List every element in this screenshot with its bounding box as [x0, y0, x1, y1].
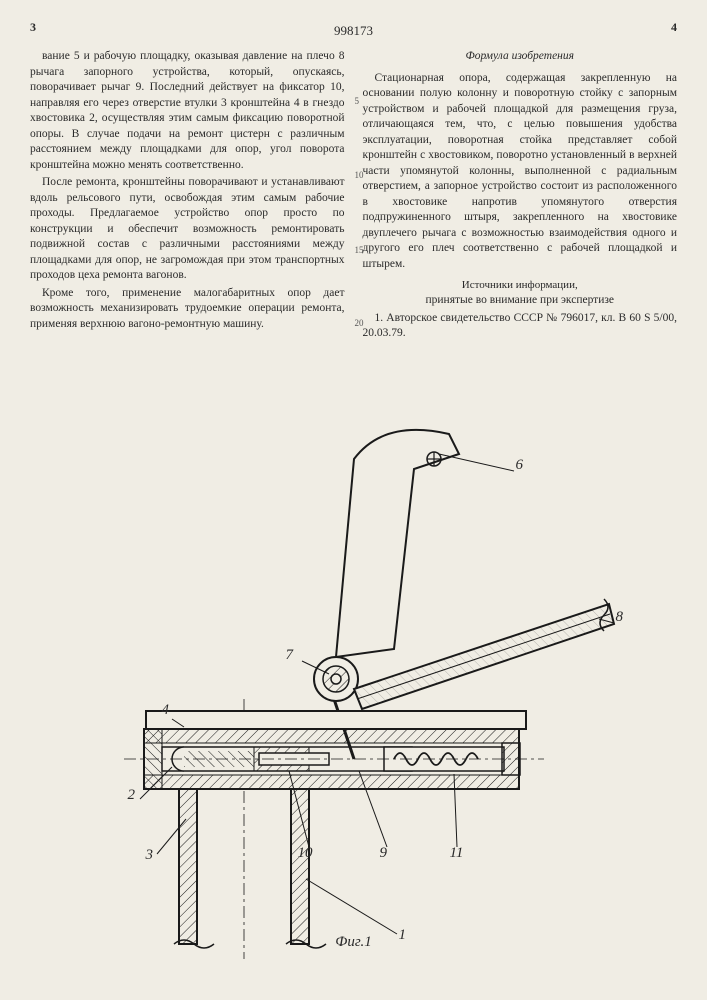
callout-8: 8 [616, 609, 624, 626]
source-citation: 1. Авторское свидетельство СССР № 796017… [363, 311, 678, 342]
figure-drawing [54, 399, 654, 959]
page-number-right: 4 [671, 20, 677, 35]
claims-heading: Формула изобретения [363, 49, 678, 65]
callout-7: 7 [286, 647, 294, 664]
left-paragraph: вание 5 и рабочую площадку, оказывая дав… [30, 49, 345, 173]
right-paragraph: Стационарная опора, содержащая закреплен… [363, 71, 678, 273]
document-number: 998173 [30, 23, 677, 39]
patent-page: 3 4 998173 вание 5 и рабочую площадку, о… [0, 0, 707, 1000]
right-column: Формула изобретения Стационарная опора, … [363, 49, 678, 369]
sources-subheading: принятые во внимание при экспертизе [363, 293, 678, 309]
sources-heading: Источники информации, [363, 278, 678, 293]
line-marker: 5 [355, 95, 360, 107]
page-number-left: 3 [30, 20, 36, 35]
left-paragraph: Кроме того, применение малогабаритных оп… [30, 286, 345, 333]
left-paragraph: После ремонта, кронштейны поворачивают и… [30, 175, 345, 284]
callout-3: 3 [146, 847, 154, 864]
callout-2: 2 [128, 787, 136, 804]
figure-label: Фиг.1 [335, 934, 371, 951]
callout-1: 1 [399, 927, 407, 944]
figure-1: 1 2 3 4 6 7 8 9 10 11 Фиг.1 [54, 399, 654, 959]
callout-6: 6 [516, 457, 524, 474]
callout-10: 10 [298, 845, 313, 862]
left-column: вание 5 и рабочую площадку, оказывая дав… [30, 49, 345, 369]
callout-11: 11 [450, 845, 464, 862]
callout-9: 9 [380, 845, 388, 862]
text-columns: вание 5 и рабочую площадку, оказывая дав… [30, 49, 677, 369]
callout-4: 4 [162, 702, 170, 719]
